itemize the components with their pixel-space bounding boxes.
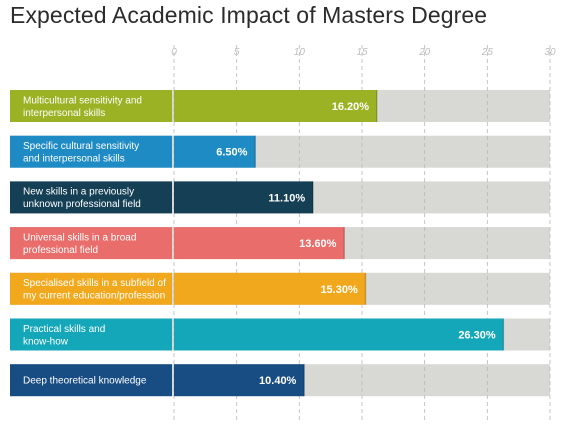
category-label: and interpersonal skills <box>23 153 125 164</box>
category-label: New skills in a previously <box>23 187 134 198</box>
value-label: 11.10% <box>268 192 305 204</box>
bar-edge-shadow <box>364 272 367 305</box>
bar-edge-shadow <box>312 181 314 214</box>
category-label-block <box>10 135 172 168</box>
x-tick-label: 10 <box>294 47 306 58</box>
category-label-block <box>10 90 172 122</box>
category-label: Specific cultural sensitivity <box>23 141 139 152</box>
value-label: 15.30% <box>320 284 358 296</box>
value-bar <box>174 318 504 351</box>
value-bar <box>174 181 314 214</box>
value-bar <box>174 227 345 260</box>
category-label-block <box>10 318 172 351</box>
value-label: 10.40% <box>259 375 297 387</box>
value-bar <box>174 364 305 397</box>
chart-title: Expected Academic Impact of Masters Degr… <box>10 2 488 28</box>
x-tick-label: 0 <box>171 47 177 58</box>
category-label-block <box>10 272 172 305</box>
bar-edge-shadow <box>502 318 505 351</box>
category-label: my current education/profession <box>23 291 165 302</box>
category-label-block <box>10 181 172 214</box>
x-tick-label: 30 <box>544 47 556 58</box>
bar-edge-shadow <box>254 135 256 168</box>
bar-edge-shadow <box>303 364 305 397</box>
category-label-block <box>10 227 172 260</box>
value-bar <box>174 90 378 122</box>
category-label: Multicultural sensitivity and <box>23 95 142 106</box>
bar-edge-shadow <box>343 227 345 260</box>
category-label: interpersonal skills <box>23 108 105 119</box>
value-bar <box>174 272 366 305</box>
value-label: 16.20% <box>332 101 370 113</box>
category-label-block <box>10 364 172 397</box>
category-label: know-how <box>23 336 69 347</box>
value-label: 26.30% <box>458 330 496 342</box>
category-label: Specialised skills in a subfield of <box>23 278 166 289</box>
x-tick-label: 20 <box>418 47 431 58</box>
category-label: professional field <box>23 245 98 256</box>
x-tick-label: 15 <box>356 47 368 58</box>
bar-edge-shadow <box>376 90 378 122</box>
value-label: 13.60% <box>299 238 337 250</box>
value-label: 6.50% <box>216 147 247 159</box>
x-tick-label: 5 <box>234 47 240 58</box>
category-label: Practical skills and <box>23 324 105 335</box>
x-tick-label: 25 <box>481 47 494 58</box>
value-bar <box>174 135 256 168</box>
category-label: unknown professional field <box>23 199 141 210</box>
category-label: Universal skills in a broad <box>23 232 136 243</box>
category-label: Deep theoretical knowledge <box>23 376 147 387</box>
